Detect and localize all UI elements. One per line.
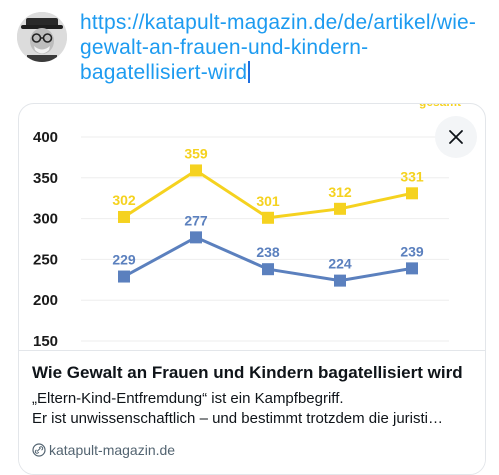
data-point	[406, 187, 418, 200]
data-point	[262, 263, 274, 276]
y-tick-label: 200	[33, 292, 58, 309]
line-chart: 150 200 250 300 350 400 gesamt 302 359 301 312 331 2…	[33, 104, 461, 350]
data-label: 302	[112, 192, 136, 208]
data-label: 238	[256, 244, 280, 260]
url-line: bagatellisiert-wird	[80, 60, 485, 85]
data-point	[118, 210, 130, 223]
card-title: Wie Gewalt an Frauen und Kindern bagatel…	[32, 363, 463, 382]
data-label: 277	[184, 212, 208, 228]
legend-label: gesamt	[419, 104, 461, 109]
description-line: Er ist unwissenschaftlich – und bestimmt…	[32, 410, 443, 427]
data-point	[262, 211, 274, 224]
data-point	[190, 231, 202, 244]
data-label: 224	[328, 256, 352, 272]
card-domain-text: katapult-magazin.de	[49, 442, 176, 458]
data-point	[334, 202, 346, 215]
data-point	[334, 274, 346, 287]
avatar[interactable]	[17, 12, 67, 62]
remove-card-button[interactable]	[435, 116, 477, 158]
y-tick-label: 150	[33, 333, 58, 350]
url-line: https://katapult-magazin.de/de/artikel/w…	[80, 11, 477, 34]
data-label: 331	[400, 168, 424, 184]
description-line: „Eltern-Kind-Entfremdung“ ist ein Kampfb…	[32, 390, 344, 407]
data-label: 359	[184, 145, 208, 161]
data-label: 312	[328, 184, 352, 200]
link-preview-card[interactable]: 150 200 250 300 350 400 gesamt 302 359 301 312 331 2…	[18, 103, 486, 475]
avatar-portrait	[17, 12, 67, 62]
url-line: gewalt-an-frauen-und-kindern-	[80, 36, 369, 59]
data-point	[190, 164, 202, 177]
y-tick-label: 350	[33, 170, 58, 187]
data-point	[118, 270, 130, 283]
tweet-composer-text[interactable]: https://katapult-magazin.de/de/artikel/w…	[80, 10, 485, 85]
link-icon	[32, 443, 46, 457]
y-tick-label: 400	[33, 129, 58, 146]
y-tick-label: 300	[33, 211, 58, 228]
text-caret	[248, 61, 251, 83]
data-label: 229	[112, 252, 136, 268]
data-label: 301	[256, 193, 280, 209]
card-image-chart: 150 200 250 300 350 400 gesamt 302 359 301 312 331 2…	[19, 104, 485, 350]
close-icon	[449, 130, 463, 144]
y-tick-label: 250	[33, 251, 58, 268]
data-point	[406, 262, 418, 275]
data-label: 239	[400, 243, 424, 259]
card-text-area: Wie Gewalt an Frauen und Kindern bagatel…	[19, 350, 485, 474]
card-description: „Eltern-Kind-Entfremdung“ ist ein Kampfb…	[32, 389, 477, 429]
card-domain: katapult-magazin.de	[32, 442, 175, 458]
